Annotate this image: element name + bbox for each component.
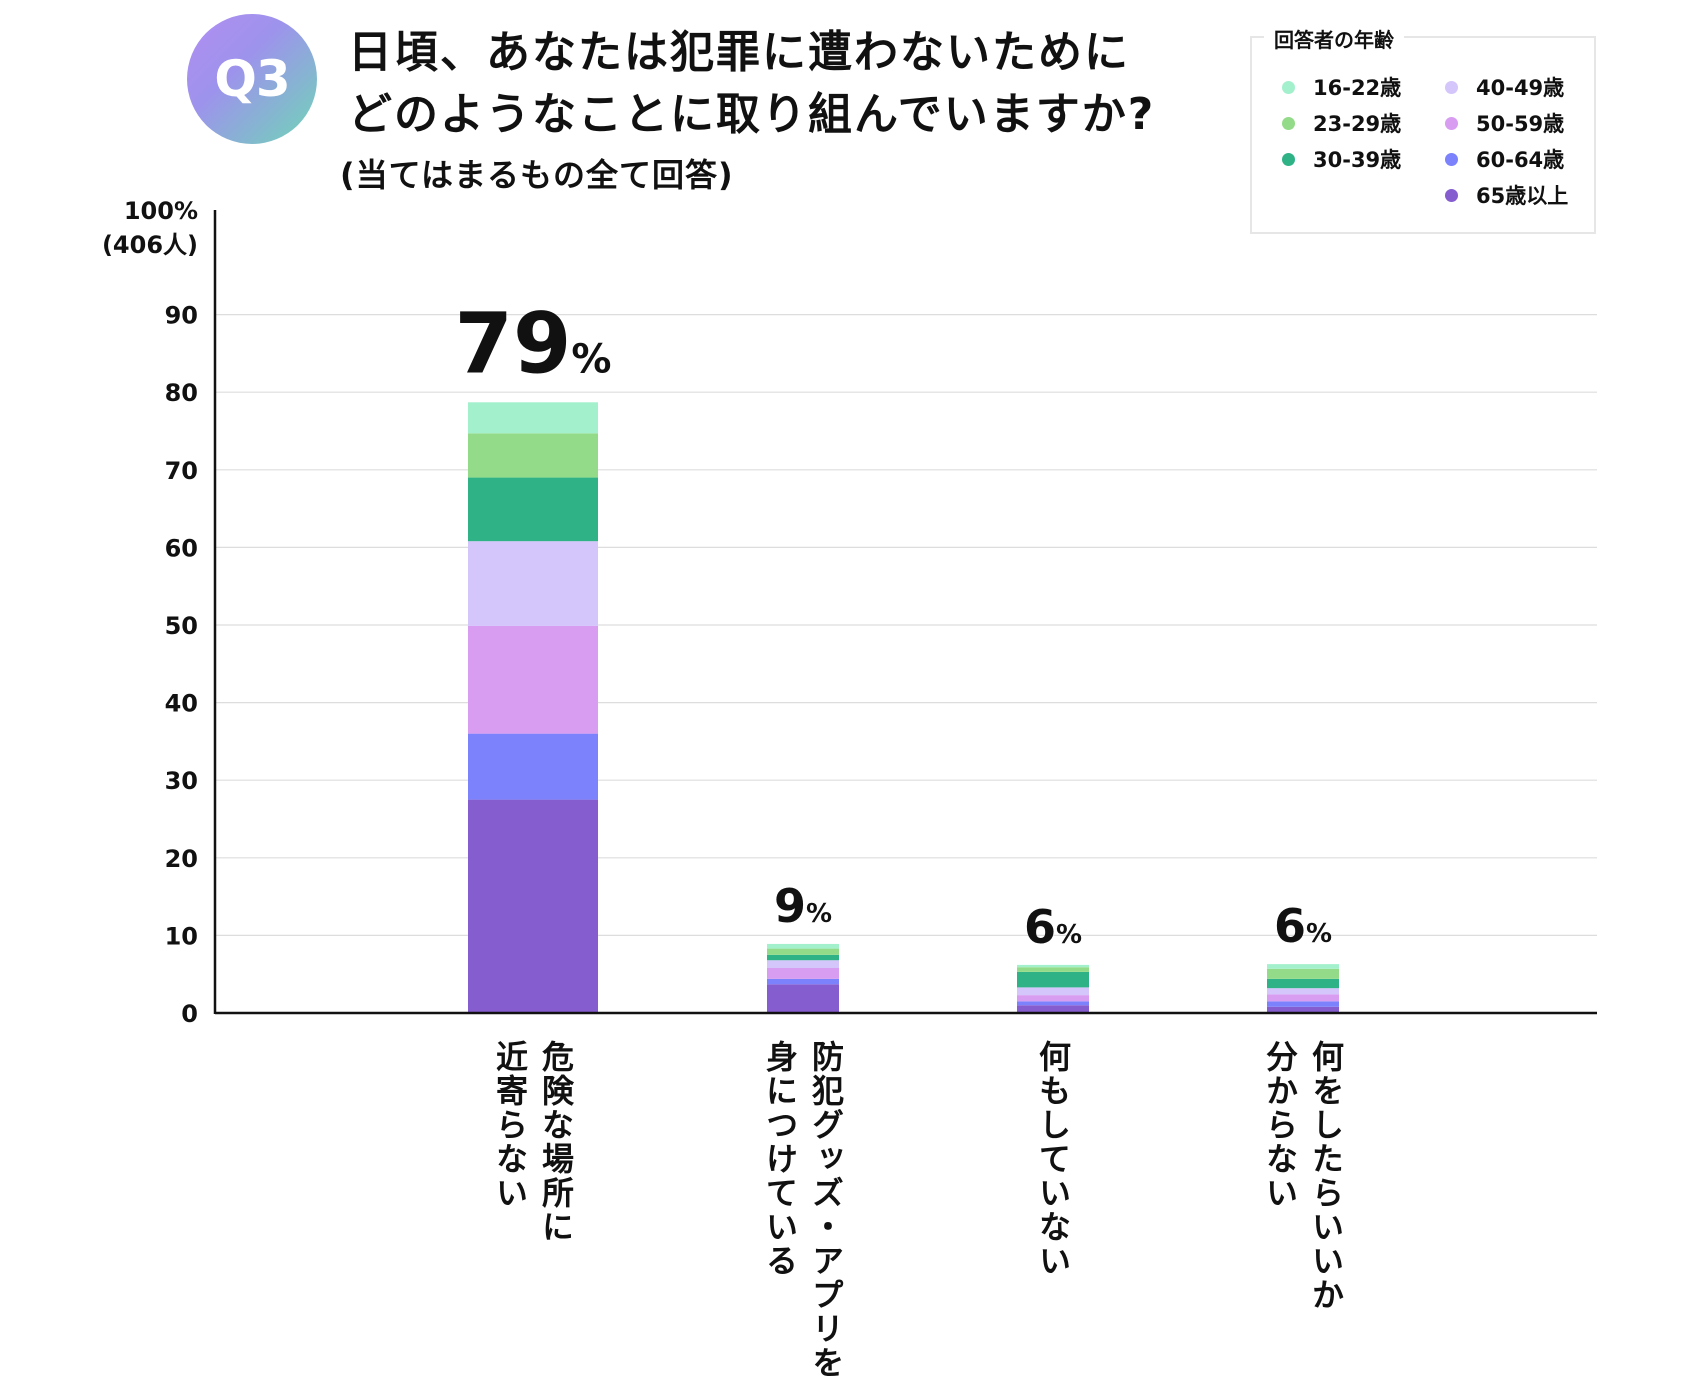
legend-item: 50-59歳 [1445, 108, 1564, 138]
question-badge-label: Q3 [214, 50, 290, 108]
bar-total-label: 9% [774, 879, 832, 933]
bar-segment [767, 978, 839, 985]
bar-segment [1267, 1006, 1339, 1013]
bar-total-label: 79% [455, 294, 612, 392]
bar-total-label: 6% [1024, 900, 1082, 954]
legend-swatch [1445, 152, 1458, 166]
bar-segment [767, 984, 839, 1013]
legend-swatch [1445, 116, 1458, 130]
legend-label: 65歳以上 [1476, 184, 1569, 208]
title-line-2: どのようなことに取り組んでいますか? [348, 89, 1156, 140]
legend-label: 50-59歳 [1476, 112, 1565, 136]
bar-segment [468, 402, 598, 434]
bar-segment [767, 948, 839, 955]
title-line-1: 日頃、あなたは犯罪に遭わないために [348, 27, 1130, 78]
bar-segment [767, 967, 839, 979]
legend-item: 23-29歳 [1282, 108, 1401, 138]
bar-segment [1267, 968, 1339, 979]
bar-segment [468, 625, 598, 734]
bar-segment [468, 541, 598, 626]
x-category-label: 何をしたらいいか 分からない [1261, 1040, 1345, 1312]
bar-segment [1017, 987, 1089, 996]
legend-title: 回答者の年齢 [1264, 24, 1404, 53]
y-tick-label: 60 [165, 534, 198, 562]
legend-swatch [1445, 80, 1458, 94]
bar-segment [1017, 1005, 1089, 1013]
bar-segment [1267, 988, 1339, 995]
bar-segment [1017, 1001, 1089, 1006]
y-tick-label: 80 [165, 379, 198, 407]
bar-segment [1267, 978, 1339, 989]
chart-subtitle: (当てはまるもの全て回答) [340, 156, 734, 194]
bar-segment [767, 943, 839, 949]
legend-label: 23-29歳 [1313, 112, 1402, 136]
bar-segment [1017, 995, 1089, 1002]
chart-title: 日頃、あなたは犯罪に遭わないために どのようなことに取り組んでいますか? [348, 22, 1155, 146]
bar-segment [468, 433, 598, 478]
legend-label: 40-49歳 [1476, 76, 1565, 100]
legend-item: 65歳以上 [1445, 180, 1568, 210]
bar-segment [468, 799, 598, 1013]
question-badge: Q3 [187, 14, 317, 144]
y-axis-top-label-count: (406人) [102, 231, 198, 259]
legend-item: 40-49歳 [1445, 72, 1564, 102]
bar-chart: 0 10 20 30 40 50 60 70 80 90 100% (406人) 79% 9% 6% 6% [102, 197, 1597, 1028]
legend-swatch [1282, 80, 1295, 94]
y-tick-label: 40 [165, 690, 198, 718]
bar-segment [1017, 964, 1089, 968]
bar-segment [1267, 964, 1339, 969]
y-tick-label: 10 [165, 922, 198, 950]
bar-segment [468, 733, 598, 800]
legend-swatch [1282, 116, 1295, 130]
y-tick-label: 90 [165, 302, 198, 330]
legend-swatch [1282, 152, 1295, 166]
bar-segment [1017, 967, 1089, 972]
legend-label: 60-64歳 [1476, 148, 1565, 172]
y-tick-label: 0 [181, 1000, 198, 1028]
bar-segment [1267, 1001, 1339, 1007]
y-tick-label: 50 [165, 612, 198, 640]
x-category-label: 防犯グッズ・アプリを 身につけている [761, 1040, 845, 1380]
y-tick-label: 20 [165, 845, 198, 873]
legend-label: 30-39歳 [1313, 148, 1402, 172]
y-axis-top-label: 100% [124, 197, 198, 225]
legend-swatch [1445, 188, 1458, 202]
bar-segment [767, 954, 839, 961]
y-tick-label: 70 [165, 457, 198, 485]
legend-box [1250, 36, 1596, 234]
y-tick-label: 30 [165, 767, 198, 795]
legend-item: 16-22歳 [1282, 72, 1401, 102]
x-category-label: 何もしていない [1034, 1040, 1072, 1278]
legend-label: 16-22歳 [1313, 76, 1402, 100]
legend-item: 30-39歳 [1282, 144, 1401, 174]
bar-segment [767, 960, 839, 968]
legend-item: 60-64歳 [1445, 144, 1564, 174]
x-category-label: 危険な場所に 近寄らない [491, 1040, 575, 1244]
bar-segment [468, 477, 598, 542]
bar-total-label: 6% [1274, 899, 1332, 953]
bar-segment [1267, 994, 1339, 1002]
bar-segment [1017, 971, 1089, 988]
